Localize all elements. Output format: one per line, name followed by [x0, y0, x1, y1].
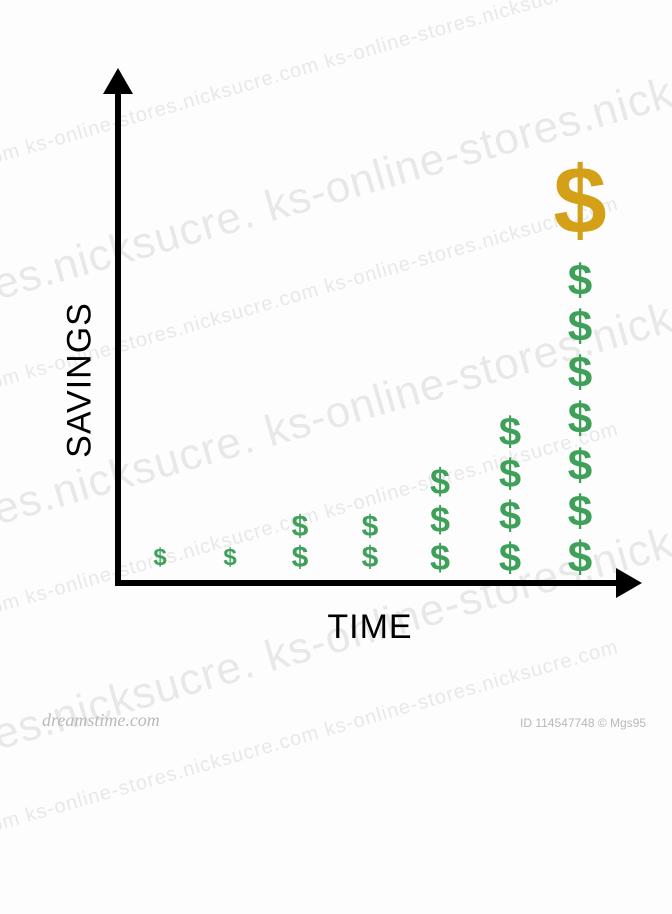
- dollar-sign-icon: $: [568, 305, 592, 349]
- dollar-sign-icon: $: [499, 412, 521, 452]
- dollar-sign-icon: $: [568, 536, 592, 580]
- dollar-sign-icon: $: [430, 464, 450, 500]
- dollar-sign-icon: $: [568, 259, 592, 303]
- dollar-sign-icon: $: [430, 540, 450, 576]
- dollar-sign-icon: $: [430, 502, 450, 538]
- dreamstime-logo-text: dreamstime.com: [42, 710, 160, 731]
- dollar-sign-icon: $: [568, 490, 592, 534]
- chart-container: ks-online-stores.nicksucre.com ks-online…: [0, 0, 672, 740]
- dollar-sign-gold-icon: $: [553, 153, 606, 249]
- dollar-sign-icon: $: [568, 444, 592, 488]
- dollar-sign-icon: $: [499, 496, 521, 536]
- dollar-sign-icon: $: [292, 512, 309, 542]
- image-id-text: ID 114547748 © Mgs95: [520, 716, 646, 730]
- dollar-stacks: $$$$$$$$$$$$$$$$$$$$$: [0, 0, 672, 740]
- dollar-sign-icon: $: [223, 546, 236, 570]
- dollar-sign-icon: $: [499, 538, 521, 578]
- dollar-sign-icon: $: [362, 543, 379, 573]
- dollar-sign-icon: $: [362, 512, 379, 542]
- dollar-sign-icon: $: [568, 397, 592, 441]
- dollar-sign-icon: $: [499, 454, 521, 494]
- dollar-sign-icon: $: [568, 351, 592, 395]
- dollar-sign-icon: $: [292, 543, 309, 573]
- dollar-sign-icon: $: [153, 546, 166, 570]
